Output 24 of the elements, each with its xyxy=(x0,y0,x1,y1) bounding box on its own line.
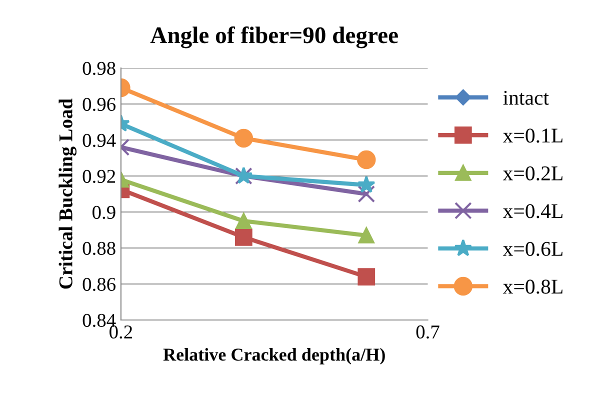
y-tick-label: 0.86 xyxy=(82,278,116,292)
x-tick-label: 0.2 xyxy=(110,325,132,339)
legend-label: x=0.2L xyxy=(502,166,562,180)
x-axis-title: Relative Cracked depth(a/H) xyxy=(163,348,385,364)
y-axis-title: Critical Buckling Load xyxy=(58,98,77,289)
x-tick-label: 0.7 xyxy=(416,325,440,339)
point xyxy=(358,185,376,203)
chart-title: Angle of fiber=90 degree xyxy=(150,26,398,48)
y-tick-label: 0.94 xyxy=(82,134,116,148)
y-tick-label: 0.96 xyxy=(82,98,116,112)
point xyxy=(358,227,374,244)
y-tick-label: 0.98 xyxy=(82,62,116,76)
legend-label: x=0.4L xyxy=(502,204,562,218)
point xyxy=(357,176,376,193)
legend-label: intact xyxy=(503,90,549,105)
y-tick-label: 0.84 xyxy=(82,314,116,328)
legend-label: x=0.6L xyxy=(502,242,562,256)
y-tick-label: 0.9 xyxy=(92,206,116,220)
y-tick-label: 0.88 xyxy=(82,242,116,256)
legend-label: x=0.1L xyxy=(502,128,562,143)
legend-label: x=0.8L xyxy=(502,280,562,294)
point xyxy=(357,150,376,170)
point xyxy=(358,268,376,286)
y-tick-label: 0.92 xyxy=(82,170,116,184)
